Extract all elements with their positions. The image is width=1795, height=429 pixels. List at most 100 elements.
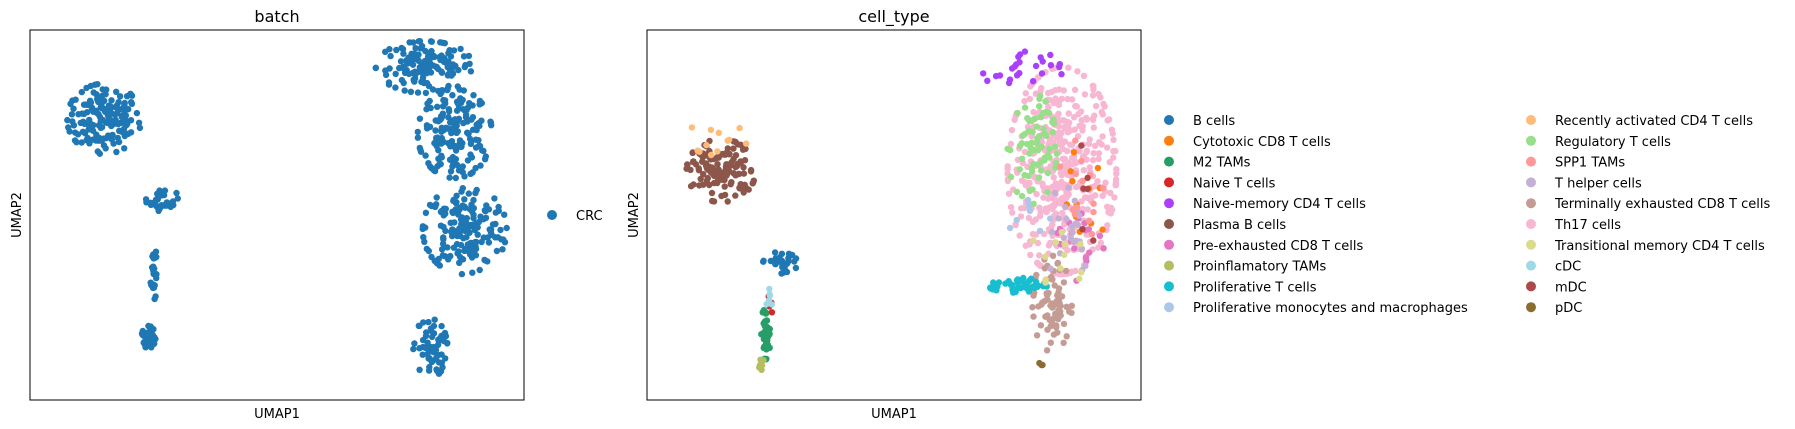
point	[1018, 155, 1026, 162]
point	[1078, 246, 1086, 253]
point	[1011, 116, 1018, 124]
point	[120, 125, 128, 133]
point	[453, 107, 461, 114]
point	[1062, 169, 1069, 176]
point	[1055, 215, 1062, 222]
point	[1032, 216, 1040, 223]
point	[1053, 210, 1060, 217]
point	[453, 240, 461, 248]
point	[425, 367, 433, 374]
point	[1080, 153, 1088, 160]
cluster-b-cells	[760, 249, 800, 277]
point	[1013, 216, 1020, 224]
point	[430, 62, 437, 69]
point	[1042, 98, 1049, 105]
point	[1099, 133, 1106, 140]
point	[1044, 189, 1051, 196]
point	[739, 146, 747, 153]
point	[446, 174, 453, 181]
point	[792, 255, 800, 262]
point	[1078, 198, 1085, 205]
point	[1002, 280, 1009, 287]
point	[372, 64, 379, 72]
point	[760, 258, 767, 265]
point	[714, 161, 721, 168]
point	[1042, 253, 1049, 260]
point	[1090, 200, 1097, 207]
point	[1086, 164, 1094, 171]
point	[135, 119, 143, 127]
point	[1077, 240, 1084, 248]
point	[1051, 189, 1059, 197]
point	[411, 50, 418, 57]
point	[1069, 229, 1076, 236]
point	[437, 222, 445, 229]
point	[67, 100, 74, 108]
point	[1027, 83, 1034, 90]
panel-batch-legend: CRC	[547, 209, 603, 224]
legend-entry-t-helper-cells: T helper cells	[1526, 176, 1642, 191]
point	[482, 214, 490, 222]
point	[1096, 232, 1104, 240]
point	[492, 209, 499, 216]
point	[1026, 179, 1033, 186]
point	[1055, 86, 1063, 93]
point	[714, 148, 721, 155]
legend-label: Proliferative T cells	[1193, 280, 1317, 295]
legend-marker	[1164, 177, 1174, 188]
point	[470, 211, 477, 218]
legend-marker	[1526, 115, 1536, 125]
point	[400, 63, 407, 71]
point	[169, 198, 177, 205]
point	[1044, 206, 1051, 213]
point	[1037, 114, 1045, 121]
point	[1011, 63, 1018, 70]
point	[766, 291, 773, 298]
point	[491, 195, 498, 202]
point	[1049, 205, 1056, 213]
point	[1061, 138, 1069, 145]
panel-cell-type-ylabel: UMAP2	[627, 192, 642, 238]
point	[749, 180, 756, 187]
point	[392, 84, 399, 91]
legend-entry-proliferative-monocytes-and-macrophages: Proliferative monocytes and macrophages	[1164, 301, 1468, 316]
panel-cell-type-legend: B cells Cytotoxic CD8 T cells M2 TAMs Naive…	[1164, 114, 1770, 316]
point	[1112, 176, 1120, 183]
legend-label: B cells	[1193, 114, 1235, 129]
point	[432, 127, 439, 134]
legend-label: mDC	[1555, 280, 1587, 295]
point	[109, 131, 116, 139]
legend-marker	[1164, 302, 1174, 313]
point	[1069, 178, 1076, 185]
point	[139, 327, 146, 335]
point	[1044, 169, 1052, 177]
point	[1007, 204, 1015, 211]
point	[1100, 245, 1107, 252]
cluster-mdc	[1078, 142, 1097, 244]
point	[422, 89, 430, 97]
cluster-proliferative-t-cells	[987, 274, 1050, 296]
point	[1039, 180, 1046, 187]
point	[464, 118, 471, 125]
point	[1009, 209, 1016, 216]
point	[419, 351, 426, 358]
point	[728, 179, 735, 186]
point	[94, 148, 102, 155]
point	[1107, 204, 1115, 211]
point	[735, 170, 742, 178]
point	[1084, 185, 1091, 193]
point	[484, 234, 491, 241]
point	[992, 283, 999, 290]
point	[1022, 90, 1029, 97]
point	[423, 69, 430, 77]
point	[1062, 267, 1070, 275]
point	[1101, 103, 1108, 110]
point	[387, 52, 394, 60]
point	[114, 134, 122, 142]
point	[150, 340, 158, 347]
point	[1027, 251, 1034, 259]
point	[745, 186, 752, 193]
point	[1095, 155, 1102, 163]
point	[142, 344, 149, 351]
point	[1110, 136, 1117, 143]
